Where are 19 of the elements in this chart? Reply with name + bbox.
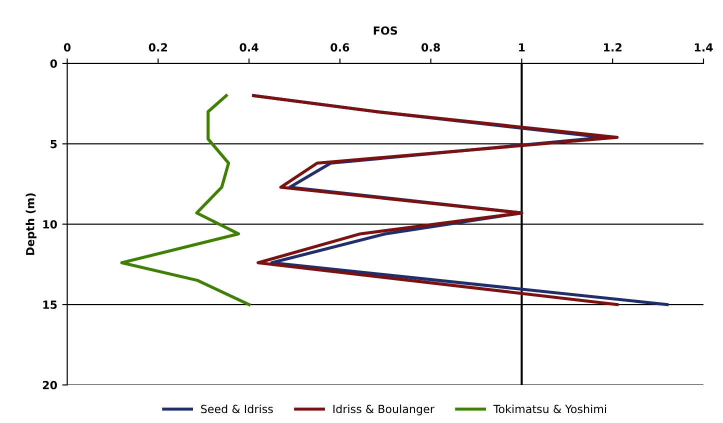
x-tick-label: 1	[519, 43, 525, 52]
legend-label: Tokimatsu & Yoshimi	[493, 404, 606, 414]
x-tick-label: 0.8	[421, 43, 440, 52]
y-tick-label: 20	[42, 380, 57, 390]
y-axis-title: Depth (m)	[26, 193, 36, 255]
y-tick-label: 10	[43, 220, 57, 229]
y-tick-label: 15	[43, 300, 57, 309]
x-tick-label: 1.2	[604, 43, 622, 52]
line-series	[120, 94, 251, 306]
x-axis-title: FOS	[374, 26, 398, 35]
y-tick-label: 0	[50, 59, 57, 68]
legend-label: Seed & Idriss	[201, 404, 273, 414]
x-tick-label: 0.4	[240, 43, 258, 52]
x-tick-label: 1.4	[694, 43, 713, 52]
x-tick-label: 0	[64, 43, 71, 52]
legend-label: Idriss & Boulanger	[333, 404, 434, 416]
x-tick-label: 0.6	[330, 43, 350, 52]
y-tick-label: 5	[50, 140, 57, 148]
x-tick-label: 0.2	[148, 43, 168, 52]
